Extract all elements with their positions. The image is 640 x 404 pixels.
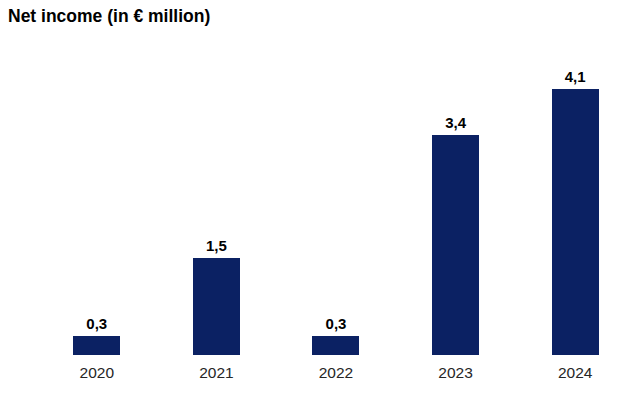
bar-chart-plot-area: 0,3 1,5 0,3 3,4 4,1 2020 2021 2022 2023 … [37, 0, 635, 381]
bar [193, 258, 240, 355]
data-label: 3,4 [445, 115, 466, 130]
data-label: 4,1 [565, 69, 586, 84]
x-axis-tick-label: 2024 [515, 365, 635, 381]
bar [312, 336, 359, 355]
bar [73, 336, 120, 355]
bar-column-2024: 4,1 [515, 0, 635, 355]
bar-column-2023: 3,4 [396, 0, 516, 355]
x-axis-labels: 2020 2021 2022 2023 2024 [37, 355, 635, 381]
bars-row: 0,3 1,5 0,3 3,4 4,1 [37, 0, 635, 355]
x-axis-tick-label: 2020 [37, 365, 157, 381]
bar-column-2020: 0,3 [37, 0, 157, 355]
bar [432, 135, 479, 355]
x-axis-tick-label: 2021 [157, 365, 277, 381]
data-label: 0,3 [86, 316, 107, 331]
x-axis-tick-label: 2022 [276, 365, 396, 381]
bar [552, 89, 599, 355]
x-axis-tick-label: 2023 [396, 365, 516, 381]
data-label: 0,3 [326, 316, 347, 331]
bar-column-2021: 1,5 [157, 0, 277, 355]
bar-column-2022: 0,3 [276, 0, 396, 355]
data-label: 1,5 [206, 238, 227, 253]
